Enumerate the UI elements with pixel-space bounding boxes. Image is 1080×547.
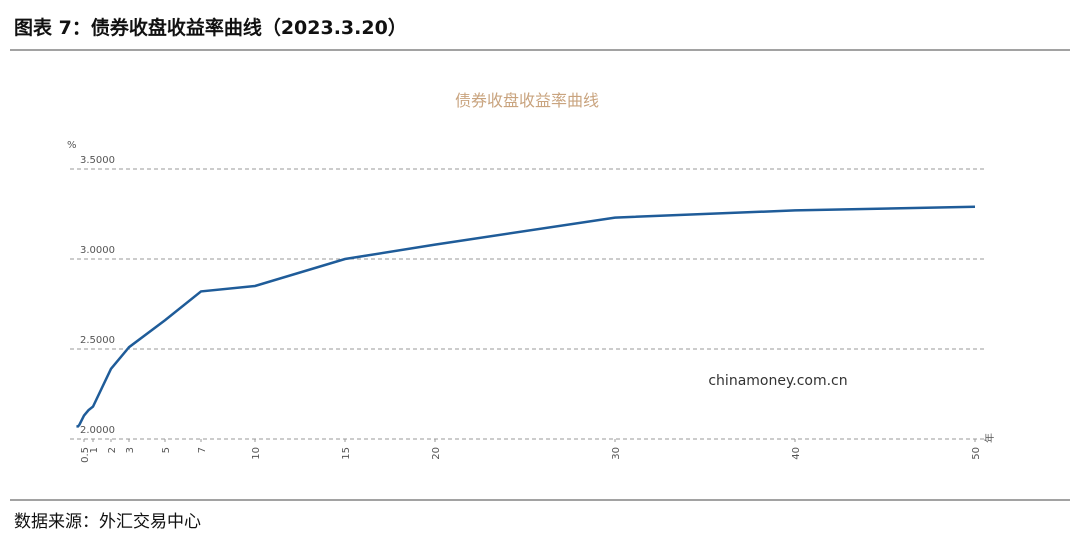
source: 数据来源：外汇交易中心 [14,512,201,532]
x-tick-label: 1 [89,447,100,453]
y-tick-label: 2.0000 [80,425,115,436]
x-tick-label: 7 [197,447,208,453]
watermark: chinamoney.com.cn [708,373,847,389]
x-tick-label: 40 [791,447,802,460]
header: 图表 7：债券收盘收益率曲线（2023.3.20） [14,16,407,39]
y-tick-label: 2.5000 [80,335,115,346]
x-axis-label: 年 [983,433,996,443]
line-series [76,205,976,428]
x-tick-label: 20 [431,447,442,460]
y-tick-label: 3.0000 [80,245,115,256]
chart-title: 债券收盘收益率曲线 [455,91,599,110]
x-tick-label: 5 [161,447,172,453]
x-tick-label: 10 [251,447,262,460]
x-tick-label: 30 [611,447,622,460]
x-tick-label: 3 [125,447,136,453]
x-tick-label: 15 [341,447,352,460]
x-tick-label: 0.5 [80,447,91,463]
x-tick-label: 50 [971,447,982,460]
x-tick-label: 2 [107,447,118,453]
y-axis-label: % [67,140,77,151]
y-tick-label: 3.5000 [80,155,115,166]
